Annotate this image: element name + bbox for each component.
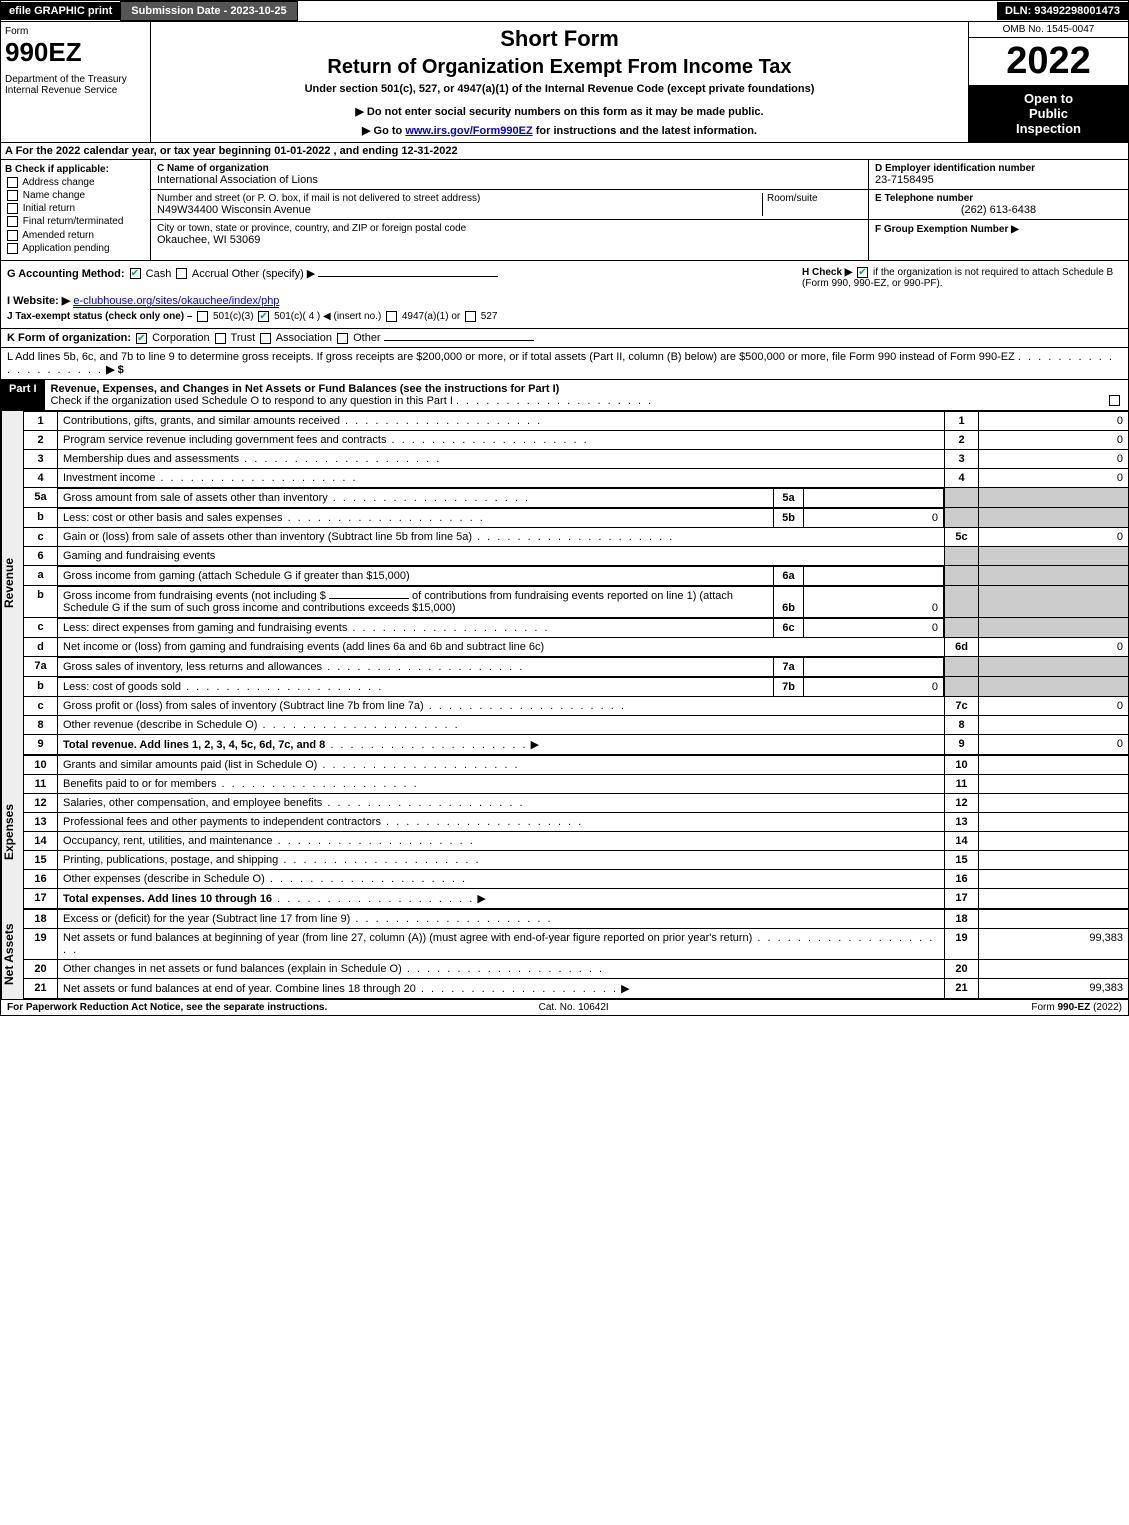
chk-527[interactable] bbox=[465, 311, 476, 322]
chk-corp[interactable] bbox=[136, 333, 147, 344]
netassets-side-label: Net Assets bbox=[1, 909, 23, 999]
open1: Open to bbox=[975, 91, 1122, 106]
k-label: K Form of organization: bbox=[7, 332, 131, 344]
g-line: G Accounting Method: Cash Accrual Other … bbox=[7, 267, 802, 280]
part1-check: Check if the organization used Schedule … bbox=[51, 395, 453, 407]
efile-label[interactable]: efile GRAPHIC print bbox=[1, 2, 120, 20]
k-line: K Form of organization: Corporation Trus… bbox=[0, 329, 1129, 348]
h-pre: H Check ▶ bbox=[802, 267, 855, 278]
header-left: Form 990EZ Department of the Treasury In… bbox=[1, 22, 151, 142]
revenue-side-label: Revenue bbox=[1, 411, 23, 755]
chk-amended[interactable]: Amended return bbox=[5, 230, 146, 241]
instr-goto: ▶ Go to www.irs.gov/Form990EZ for instru… bbox=[159, 124, 960, 137]
instr-post: for instructions and the latest informat… bbox=[533, 125, 757, 137]
revenue-section: Revenue 1Contributions, gifts, grants, a… bbox=[0, 411, 1129, 755]
other-specify-input[interactable] bbox=[318, 276, 498, 277]
addr-label: Number and street (or P. O. box, if mail… bbox=[157, 193, 762, 204]
d-label: D Employer identification number bbox=[875, 163, 1122, 174]
chk-cash[interactable] bbox=[130, 268, 141, 279]
subtitle: Under section 501(c), 527, or 4947(a)(1)… bbox=[159, 83, 960, 95]
netassets-table: 18Excess or (deficit) for the year (Subt… bbox=[23, 909, 1129, 999]
chk-h[interactable] bbox=[857, 267, 868, 278]
l-text: L Add lines 5b, 6c, and 7b to line 9 to … bbox=[7, 351, 1015, 363]
instr-ssn: ▶ Do not enter social security numbers o… bbox=[159, 105, 960, 118]
chk-other-org[interactable] bbox=[337, 333, 348, 344]
tax-year: 2022 bbox=[969, 38, 1128, 85]
col-right: D Employer identification number 23-7158… bbox=[868, 160, 1128, 260]
dept-label: Department of the Treasury Internal Reve… bbox=[5, 74, 146, 96]
header-center: Short Form Return of Organization Exempt… bbox=[151, 22, 968, 142]
website-link[interactable]: e-clubhouse.org/sites/okauchee/index/php bbox=[73, 295, 279, 308]
expenses-section: Expenses 10Grants and similar amounts pa… bbox=[0, 755, 1129, 909]
contrib-input[interactable] bbox=[329, 598, 409, 599]
org-address: N49W34400 Wisconsin Avenue bbox=[157, 204, 762, 216]
open-inspection-box: Open to Public Inspection bbox=[969, 85, 1128, 142]
j-label: J Tax-exempt status (check only one) – bbox=[7, 311, 192, 322]
section-a: A For the 2022 calendar year, or tax yea… bbox=[0, 143, 1129, 160]
instr-pre: ▶ Go to bbox=[362, 125, 405, 137]
city-label: City or town, state or province, country… bbox=[157, 223, 862, 234]
other-org-input[interactable] bbox=[384, 340, 534, 341]
footer-right: Form 990-EZ (2022) bbox=[1031, 1002, 1122, 1013]
i-line: I Website: ▶ e-clubhouse.org/sites/okauc… bbox=[7, 294, 802, 307]
short-form-title: Short Form bbox=[159, 26, 960, 52]
info-grid: B Check if applicable: Address change Na… bbox=[0, 160, 1129, 261]
open2: Public bbox=[975, 106, 1122, 121]
part1-badge: Part I bbox=[1, 380, 45, 410]
org-name: International Association of Lions bbox=[157, 174, 862, 186]
chk-4947[interactable] bbox=[386, 311, 397, 322]
e-label: E Telephone number bbox=[875, 193, 1122, 204]
chk-final-return[interactable]: Final return/terminated bbox=[5, 216, 146, 227]
part1-title: Revenue, Expenses, and Changes in Net As… bbox=[45, 380, 1128, 410]
i-label: I Website: ▶ bbox=[7, 295, 70, 307]
expenses-side-label: Expenses bbox=[1, 755, 23, 909]
chk-501c3[interactable] bbox=[197, 311, 208, 322]
f-label: F Group Exemption Number ▶ bbox=[875, 224, 1019, 235]
section-b: B Check if applicable: Address change Na… bbox=[1, 160, 151, 260]
chk-schedule-o[interactable] bbox=[1109, 395, 1120, 406]
revenue-table: 1Contributions, gifts, grants, and simil… bbox=[23, 411, 1129, 755]
phone-value: (262) 613-6438 bbox=[875, 204, 1122, 216]
header-right: OMB No. 1545-0047 2022 Open to Public In… bbox=[968, 22, 1128, 142]
section-c: C Name of organization International Ass… bbox=[151, 160, 868, 260]
footer-left: For Paperwork Reduction Act Notice, see … bbox=[7, 1002, 327, 1013]
chk-address-change[interactable]: Address change bbox=[5, 177, 146, 188]
dln-label: DLN: 93492298001473 bbox=[997, 2, 1128, 20]
footer-center: Cat. No. 10642I bbox=[539, 1002, 609, 1013]
open3: Inspection bbox=[975, 121, 1122, 136]
h-section: H Check ▶ if the organization is not req… bbox=[802, 267, 1122, 322]
g-label: G Accounting Method: bbox=[7, 268, 125, 280]
chk-initial-return[interactable]: Initial return bbox=[5, 203, 146, 214]
netassets-section: Net Assets 18Excess or (deficit) for the… bbox=[0, 909, 1129, 999]
form-header: Form 990EZ Department of the Treasury In… bbox=[0, 22, 1129, 143]
chk-name-change[interactable]: Name change bbox=[5, 190, 146, 201]
room-label: Room/suite bbox=[762, 193, 862, 216]
form-number: 990EZ bbox=[5, 37, 146, 68]
omb-number: OMB No. 1545-0047 bbox=[969, 22, 1128, 38]
top-bar: efile GRAPHIC print Submission Date - 20… bbox=[0, 0, 1129, 22]
chk-trust[interactable] bbox=[215, 333, 226, 344]
j-line: J Tax-exempt status (check only one) – 5… bbox=[7, 311, 802, 322]
irs-link[interactable]: www.irs.gov/Form990EZ bbox=[405, 125, 532, 137]
l-line: L Add lines 5b, 6c, and 7b to line 9 to … bbox=[0, 348, 1129, 380]
chk-assoc[interactable] bbox=[260, 333, 271, 344]
gh-row: G Accounting Method: Cash Accrual Other … bbox=[0, 261, 1129, 329]
chk-pending[interactable]: Application pending bbox=[5, 243, 146, 254]
form-word: Form bbox=[5, 26, 146, 37]
chk-501c[interactable] bbox=[258, 311, 269, 322]
ein-value: 23-7158495 bbox=[875, 174, 1122, 186]
l-arrow: ▶ $ bbox=[106, 364, 124, 376]
b-label: B Check if applicable: bbox=[5, 164, 146, 175]
main-title: Return of Organization Exempt From Incom… bbox=[159, 56, 960, 79]
footer: For Paperwork Reduction Act Notice, see … bbox=[0, 999, 1129, 1016]
gh-left: G Accounting Method: Cash Accrual Other … bbox=[7, 267, 802, 322]
part1-header-row: Part I Revenue, Expenses, and Changes in… bbox=[0, 380, 1129, 411]
expenses-table: 10Grants and similar amounts paid (list … bbox=[23, 755, 1129, 909]
c-label: C Name of organization bbox=[157, 163, 862, 174]
chk-accrual[interactable] bbox=[176, 268, 187, 279]
submission-date: Submission Date - 2023-10-25 bbox=[120, 1, 297, 21]
org-city: Okauchee, WI 53069 bbox=[157, 234, 862, 246]
